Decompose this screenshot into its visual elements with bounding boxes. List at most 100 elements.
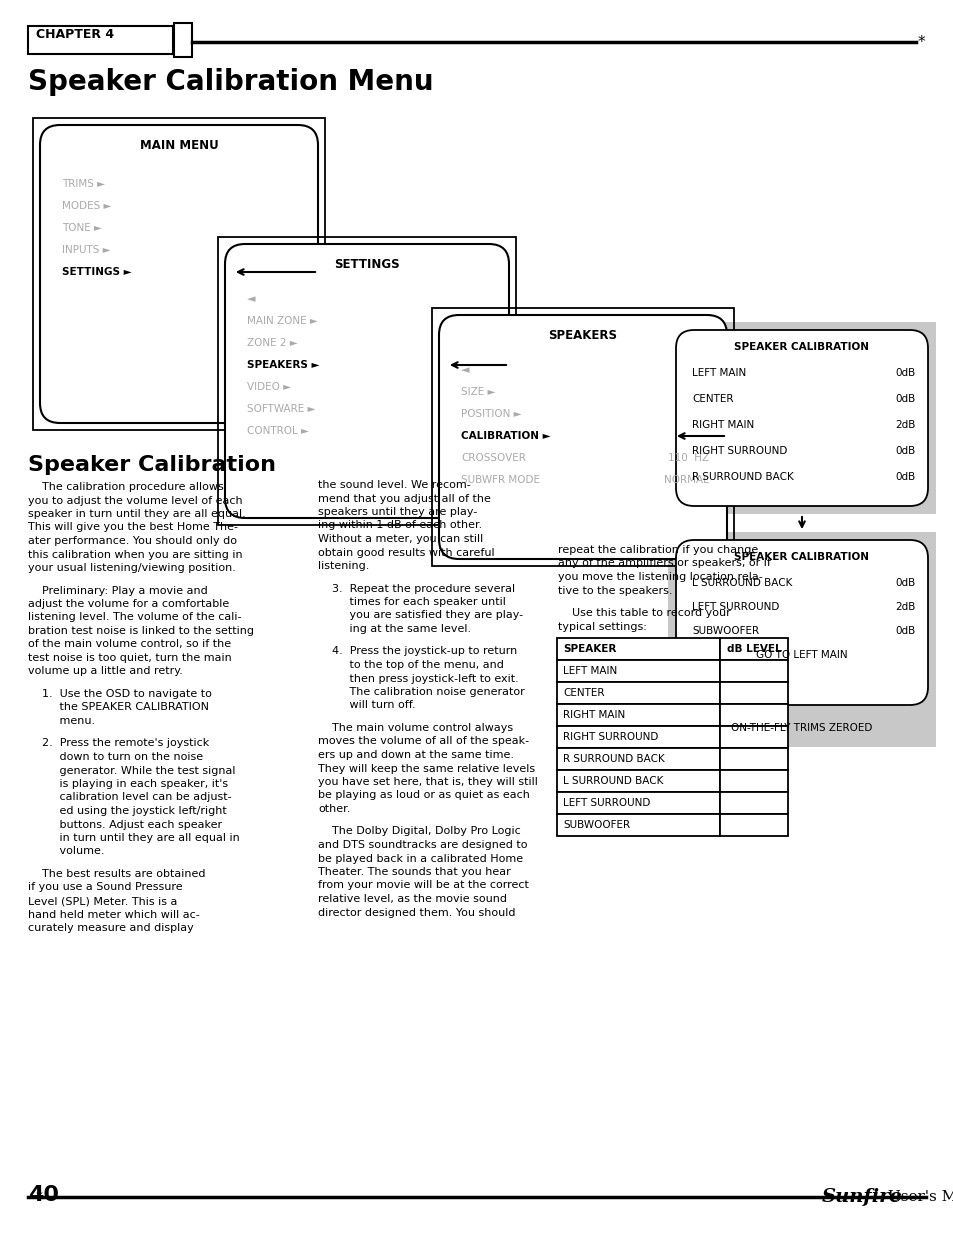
- Text: other.: other.: [317, 804, 350, 814]
- Text: 0dB: 0dB: [895, 578, 915, 588]
- Text: They will keep the same relative levels: They will keep the same relative levels: [317, 763, 535, 773]
- Bar: [28, 26, 172, 54]
- Text: 4.  Press the joystick-up to return: 4. Press the joystick-up to return: [317, 646, 517, 657]
- Text: speaker in turn until they are all equal.: speaker in turn until they are all equal…: [28, 509, 246, 519]
- Text: the sound level. We recom-: the sound level. We recom-: [317, 480, 470, 490]
- Text: down to turn on the noise: down to turn on the noise: [28, 752, 203, 762]
- Text: 0dB: 0dB: [895, 394, 915, 404]
- Text: 40: 40: [28, 1186, 59, 1205]
- Bar: [720, 769, 787, 792]
- Text: POSITION ►: POSITION ►: [460, 409, 521, 419]
- Text: ON-THE-FLY TRIMS ZEROED: ON-THE-FLY TRIMS ZEROED: [731, 722, 872, 734]
- Text: RIGHT MAIN: RIGHT MAIN: [562, 710, 624, 720]
- Bar: [720, 792, 787, 814]
- Text: generator. While the test signal: generator. While the test signal: [28, 766, 235, 776]
- Text: listening.: listening.: [317, 561, 369, 571]
- Text: LEFT SURROUND: LEFT SURROUND: [691, 601, 779, 613]
- Text: SUBWFR MODE: SUBWFR MODE: [460, 475, 539, 485]
- Text: CENTER: CENTER: [562, 688, 604, 698]
- Text: L SURROUND BACK: L SURROUND BACK: [562, 776, 662, 785]
- Bar: [720, 638, 787, 659]
- FancyBboxPatch shape: [225, 245, 509, 517]
- Text: volume up a little and retry.: volume up a little and retry.: [28, 667, 183, 677]
- Text: The calibration noise generator: The calibration noise generator: [317, 687, 524, 697]
- Text: 1.  Use the OSD to navigate to: 1. Use the OSD to navigate to: [28, 689, 212, 699]
- Text: 3.  Repeat the procedure several: 3. Repeat the procedure several: [317, 583, 515, 594]
- Text: mend that you adjust all of the: mend that you adjust all of the: [317, 494, 491, 504]
- Text: director designed them. You should: director designed them. You should: [317, 908, 515, 918]
- Text: you have set here, that is, they will still: you have set here, that is, they will st…: [317, 777, 537, 787]
- Text: *: *: [917, 35, 924, 49]
- Text: R SURROUND BACK: R SURROUND BACK: [562, 755, 664, 764]
- Text: be played back in a calibrated Home: be played back in a calibrated Home: [317, 853, 522, 863]
- Text: SPEAKER: SPEAKER: [562, 643, 616, 655]
- Text: you move the listening location rela-: you move the listening location rela-: [558, 572, 762, 582]
- Text: LEFT MAIN: LEFT MAIN: [691, 368, 745, 378]
- Text: ◄: ◄: [247, 294, 255, 304]
- Text: ater performance. You should only do: ater performance. You should only do: [28, 536, 236, 546]
- Text: typical settings:: typical settings:: [558, 621, 646, 631]
- Text: User's Manual: User's Manual: [882, 1191, 953, 1204]
- Text: repeat the calibration if you change: repeat the calibration if you change: [558, 545, 758, 555]
- Bar: [557, 792, 720, 814]
- Text: 0dB: 0dB: [895, 446, 915, 456]
- Text: CALIBRATION ►: CALIBRATION ►: [460, 431, 550, 441]
- Bar: [720, 748, 787, 769]
- Text: moves the volume of all of the speak-: moves the volume of all of the speak-: [317, 736, 529, 746]
- Text: ZONE 2 ►: ZONE 2 ►: [247, 338, 297, 348]
- Text: ◄: ◄: [460, 366, 469, 375]
- Text: is playing in each speaker, it's: is playing in each speaker, it's: [28, 779, 228, 789]
- Bar: [720, 704, 787, 726]
- Text: this calibration when you are sitting in: this calibration when you are sitting in: [28, 550, 242, 559]
- Bar: [557, 704, 720, 726]
- Text: will turn off.: will turn off.: [317, 700, 416, 710]
- Text: ed using the joystick left/right: ed using the joystick left/right: [28, 806, 227, 816]
- Text: 2dB: 2dB: [895, 601, 915, 613]
- Text: times for each speaker until: times for each speaker until: [317, 597, 505, 606]
- Text: TRIMS ►: TRIMS ►: [62, 179, 105, 189]
- Text: SETTINGS ►: SETTINGS ►: [62, 267, 132, 277]
- Bar: [667, 322, 935, 514]
- Text: SUBWOOFER: SUBWOOFER: [691, 626, 759, 636]
- Text: SPEAKERS ►: SPEAKERS ►: [247, 359, 319, 370]
- Text: to the top of the menu, and: to the top of the menu, and: [317, 659, 503, 671]
- Text: VIDEO ►: VIDEO ►: [247, 382, 291, 391]
- Text: speakers until they are play-: speakers until they are play-: [317, 508, 476, 517]
- Text: RIGHT SURROUND: RIGHT SURROUND: [691, 446, 786, 456]
- Text: SUBWOOFER: SUBWOOFER: [562, 820, 630, 830]
- Bar: [720, 682, 787, 704]
- FancyBboxPatch shape: [40, 125, 317, 424]
- Text: if you use a Sound Pressure: if you use a Sound Pressure: [28, 883, 182, 893]
- Text: test noise is too quiet, turn the main: test noise is too quiet, turn the main: [28, 653, 232, 663]
- Text: NORMAL: NORMAL: [663, 475, 708, 485]
- Bar: [720, 659, 787, 682]
- Bar: [432, 308, 733, 566]
- Text: SOFTWARE ►: SOFTWARE ►: [247, 404, 315, 414]
- Text: 0dB: 0dB: [895, 626, 915, 636]
- Text: LEFT SURROUND: LEFT SURROUND: [562, 798, 650, 808]
- Text: then press joystick-left to exit.: then press joystick-left to exit.: [317, 673, 518, 683]
- Text: dB LEVEL: dB LEVEL: [726, 643, 781, 655]
- Text: SETTINGS: SETTINGS: [334, 258, 399, 270]
- Text: R SURROUND BACK: R SURROUND BACK: [691, 472, 793, 482]
- Text: bration test noise is linked to the setting: bration test noise is linked to the sett…: [28, 626, 253, 636]
- Text: Without a meter, you can still: Without a meter, you can still: [317, 534, 483, 543]
- Text: MODES ►: MODES ►: [62, 201, 112, 211]
- Text: in turn until they are all equal in: in turn until they are all equal in: [28, 832, 239, 844]
- Text: buttons. Adjust each speaker: buttons. Adjust each speaker: [28, 820, 222, 830]
- Text: The Dolby Digital, Dolby Pro Logic: The Dolby Digital, Dolby Pro Logic: [317, 826, 520, 836]
- Text: ing at the same level.: ing at the same level.: [317, 624, 471, 634]
- Text: GO TO LEFT MAIN: GO TO LEFT MAIN: [756, 650, 847, 659]
- Text: The best results are obtained: The best results are obtained: [28, 869, 205, 879]
- Text: Speaker Calibration: Speaker Calibration: [28, 454, 275, 475]
- Text: 2dB: 2dB: [895, 420, 915, 430]
- FancyBboxPatch shape: [676, 540, 927, 705]
- Bar: [218, 237, 516, 525]
- Text: calibration level can be adjust-: calibration level can be adjust-: [28, 793, 232, 803]
- Text: your usual listening/viewing position.: your usual listening/viewing position.: [28, 563, 235, 573]
- Text: *: *: [35, 1191, 43, 1204]
- Text: you to adjust the volume level of each: you to adjust the volume level of each: [28, 495, 242, 505]
- Text: Preliminary: Play a movie and: Preliminary: Play a movie and: [28, 585, 208, 595]
- Text: adjust the volume for a comfortable: adjust the volume for a comfortable: [28, 599, 229, 609]
- Text: The main volume control always: The main volume control always: [317, 722, 513, 734]
